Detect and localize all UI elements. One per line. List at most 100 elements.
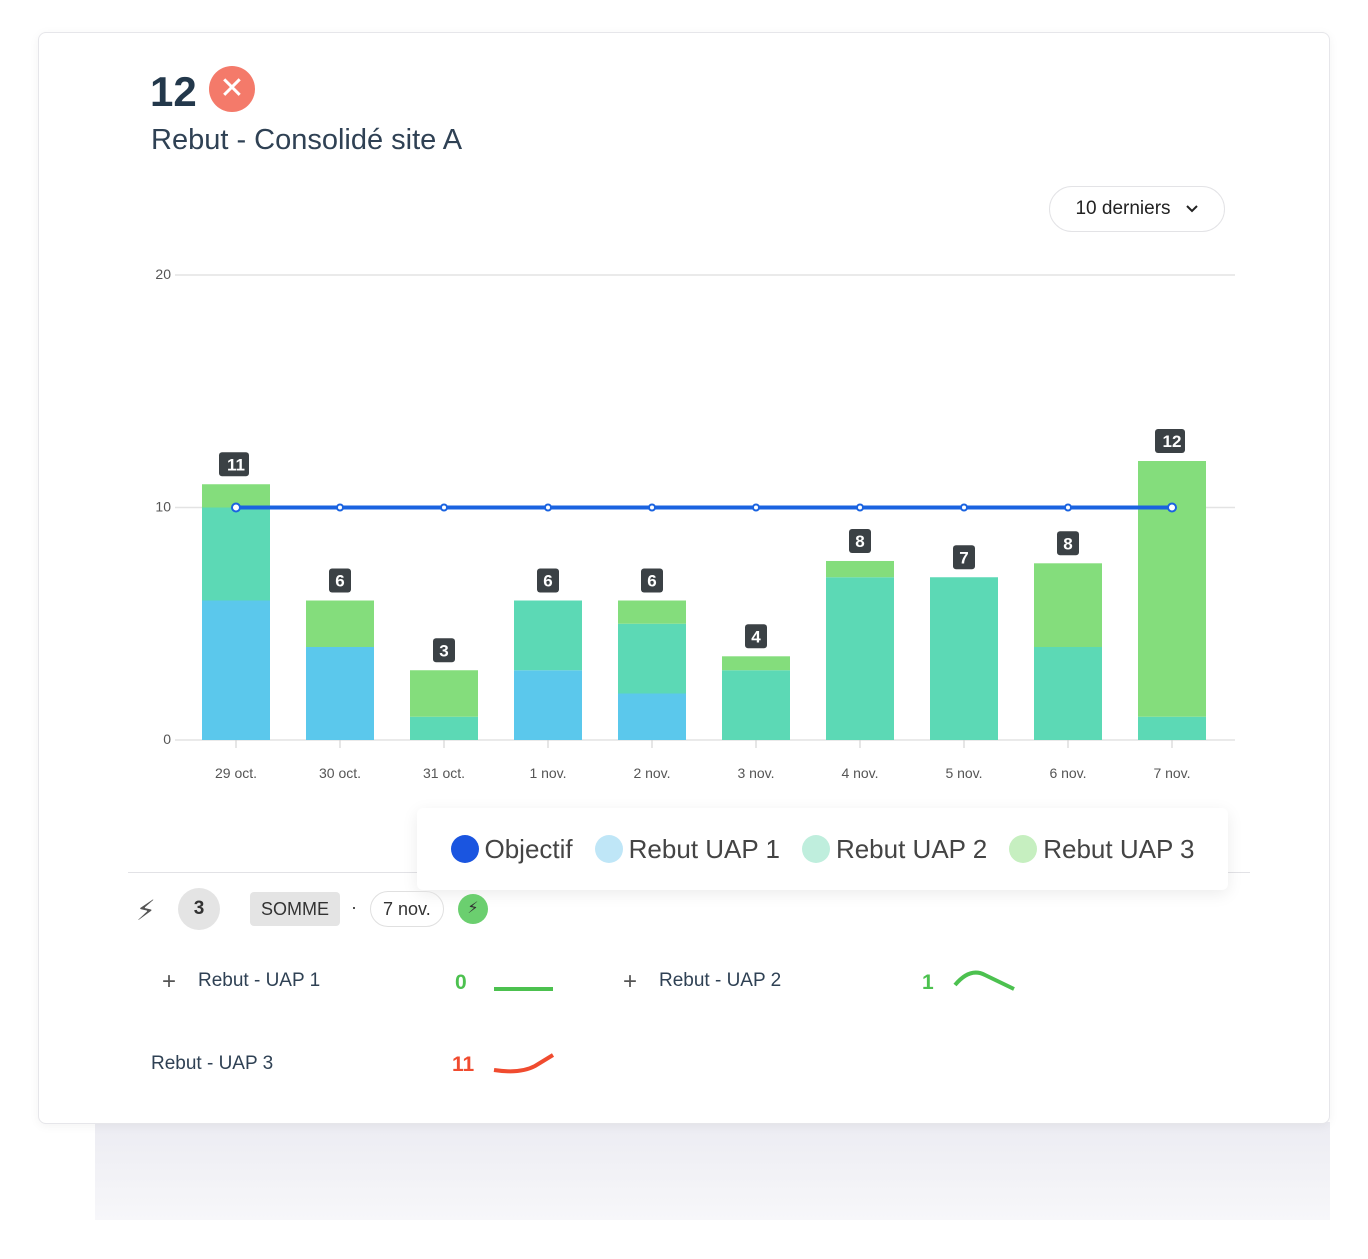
y-tick-label: 10 [155, 499, 171, 515]
x-tick-label: 31 oct. [423, 765, 465, 781]
legend-item-uap3[interactable]: Rebut UAP 3 [1009, 833, 1195, 865]
data-label-box [849, 528, 871, 553]
legend-item-uap1[interactable]: Rebut UAP 1 [594, 833, 780, 865]
bar-segment [618, 623, 686, 694]
sparkline [953, 970, 1015, 991]
bar-segment [514, 670, 582, 740]
legend-label: Rebut UAP 3 [1043, 833, 1195, 864]
bar-segment [202, 600, 270, 740]
data-label-box [219, 452, 249, 477]
data-label: 6 [647, 572, 656, 591]
bar-segment [826, 577, 894, 740]
objectif-point [752, 503, 760, 512]
bar-segment [930, 577, 998, 740]
bar-segment [306, 647, 374, 740]
data-label: 3 [439, 641, 448, 660]
sparkline [494, 987, 553, 991]
x-tick-label: 2 nov. [633, 765, 670, 781]
x-tick-label: 3 nov. [737, 765, 774, 781]
lightning-status-icon: ⚡︎ [458, 894, 488, 924]
bar-segment [1034, 647, 1102, 740]
objectif-point [960, 503, 968, 512]
legend-dot [450, 835, 479, 863]
x-tick-label: 30 oct. [319, 765, 361, 781]
legend-label: Rebut UAP 1 [628, 833, 780, 864]
objectif-point [231, 502, 241, 513]
aggregation-badge[interactable]: SOMME [250, 892, 341, 926]
data-label-box [1155, 429, 1185, 453]
data-label: 6 [543, 572, 552, 591]
separator: · [351, 897, 357, 917]
objectif-point [1167, 502, 1177, 513]
data-label: 8 [1063, 534, 1072, 553]
objectif-point [856, 503, 864, 512]
bar-segment [1138, 461, 1206, 717]
bar-segment [618, 693, 686, 740]
legend: Objectif Rebut UAP 1 Rebut UAP 2 Rebut U… [417, 808, 1228, 890]
current-value: 12 [150, 68, 197, 115]
card-shadow [95, 1122, 1330, 1220]
bar-segment [826, 560, 894, 578]
indicator-label[interactable]: Rebut - UAP 1 [198, 970, 321, 991]
expand-plus-icon[interactable]: + [162, 968, 177, 995]
data-label: 11 [227, 455, 245, 474]
indicator-value: 0 [455, 971, 467, 994]
objectif-point [544, 503, 552, 512]
legend-dot [801, 835, 830, 863]
lightning-icon: ⚡︎ [136, 895, 156, 926]
legend-item-objectif[interactable]: Objectif [450, 833, 573, 865]
objectif-point [648, 503, 656, 512]
x-tick-label: 29 oct. [215, 765, 257, 781]
period-select-value: 10 derniers [1075, 198, 1171, 219]
data-label: 7 [959, 548, 968, 567]
legend-label: Objectif [484, 833, 573, 864]
data-label-box [1057, 531, 1079, 556]
legend-item-uap2[interactable]: Rebut UAP 2 [801, 833, 988, 865]
x-tick-label: 4 nov. [841, 765, 878, 781]
close-icon[interactable]: ✕ [209, 66, 255, 112]
widget-title: Rebut - Consolidé site A [151, 124, 463, 156]
date-badge[interactable]: 7 nov. [370, 891, 444, 927]
period-select[interactable]: 10 derniers [1049, 186, 1225, 232]
data-label: 6 [335, 572, 344, 591]
legend-label: Rebut UAP 2 [835, 833, 988, 864]
bar-segment [202, 507, 270, 601]
y-tick-label: 0 [163, 731, 171, 747]
x-tick-label: 5 nov. [945, 765, 982, 781]
bar-segment [410, 716, 478, 740]
bar-segment [722, 670, 790, 740]
expand-plus-icon[interactable]: + [623, 968, 638, 995]
data-label: 4 [751, 627, 761, 646]
bar-segment [514, 600, 582, 671]
bar-segment [618, 600, 686, 624]
bar-segment [722, 656, 790, 671]
data-label-box [745, 624, 767, 649]
data-label: 12 [1163, 432, 1182, 451]
data-label-box [953, 545, 975, 570]
indicator-count-badge: 3 [178, 888, 220, 930]
objectif-point [440, 503, 448, 512]
objectif-point [1064, 503, 1072, 512]
indicator-label[interactable]: Rebut - UAP 3 [151, 1053, 274, 1074]
indicator-value: 1 [922, 971, 934, 994]
y-tick-label: 20 [155, 266, 171, 282]
data-label-box [433, 638, 455, 663]
bar-segment [1034, 563, 1102, 647]
x-tick-label: 1 nov. [529, 765, 566, 781]
chevron-down-icon [1185, 205, 1198, 213]
x-tick-label: 7 nov. [1153, 765, 1190, 781]
bar-segment [306, 600, 374, 647]
indicator-label[interactable]: Rebut - UAP 2 [659, 970, 782, 991]
data-label: 8 [855, 532, 864, 551]
bar-segment [410, 670, 478, 717]
legend-dot [1009, 835, 1038, 863]
bar-segment [202, 484, 270, 508]
data-label-box [641, 568, 663, 593]
data-label-box [329, 568, 351, 593]
objectif-point [336, 503, 344, 512]
x-tick-label: 6 nov. [1049, 765, 1086, 781]
legend-dot [594, 835, 623, 863]
bar-segment [1138, 716, 1206, 740]
sparkline [493, 1053, 555, 1074]
